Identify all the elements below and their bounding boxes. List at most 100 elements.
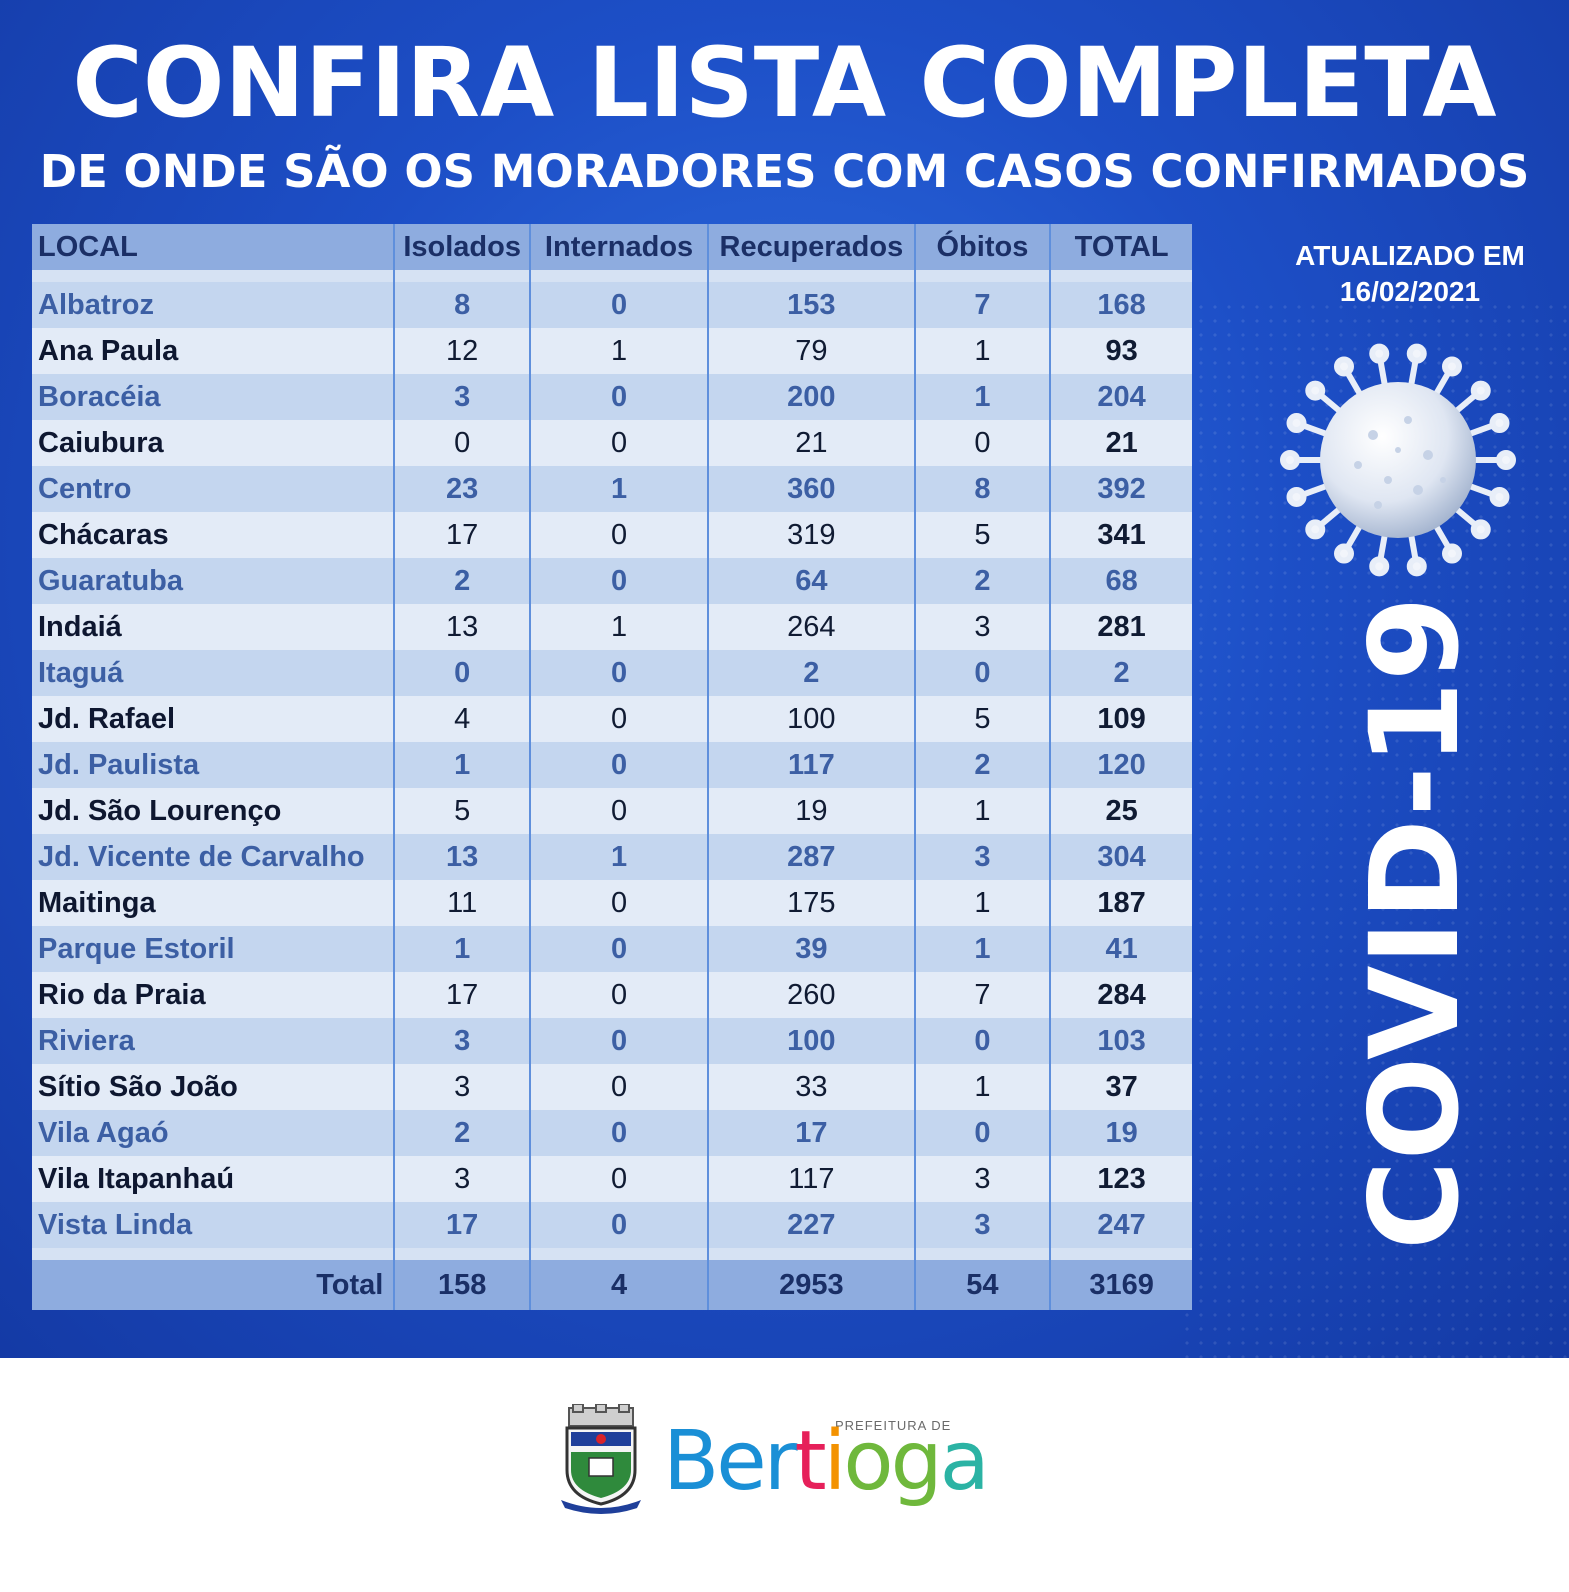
- cell-value: 0: [528, 512, 709, 558]
- update-value: 16/02/2021: [1339, 276, 1481, 307]
- cell-total: 68: [1049, 558, 1192, 604]
- cell-value: 21: [707, 420, 915, 466]
- table-row: Jd. Vicente de Carvalho 13 1 287 3 304: [32, 834, 1192, 880]
- cell-total: 187: [1049, 880, 1192, 926]
- cell-value: 3: [393, 374, 530, 420]
- total-value: 3169: [1049, 1260, 1192, 1310]
- cell-value: 3: [913, 1156, 1051, 1202]
- cell-value: 3: [913, 604, 1051, 650]
- cell-value: 100: [707, 696, 915, 742]
- cell-local: Centro: [32, 466, 395, 512]
- update-label: ATUALIZADO EM: [1295, 240, 1525, 271]
- cell-total: 247: [1049, 1202, 1192, 1248]
- column-header-obitos: Óbitos: [913, 224, 1051, 270]
- cell-local: Parque Estoril: [32, 926, 395, 972]
- cell-value: 175: [707, 880, 915, 926]
- poster-background: CONFIRA LISTA COMPLETA DE ONDE SÃO OS MO…: [0, 0, 1569, 1358]
- cell-total: 2: [1049, 650, 1192, 696]
- cell-value: 260: [707, 972, 915, 1018]
- cell-value: 1: [393, 926, 530, 972]
- cell-value: 0: [528, 282, 709, 328]
- cell-value: 8: [393, 282, 530, 328]
- total-value: 2953: [707, 1260, 915, 1310]
- cell-value: 12: [393, 328, 530, 374]
- cell-value: 17: [393, 972, 530, 1018]
- cell-value: 17: [393, 512, 530, 558]
- cell-total: 109: [1049, 696, 1192, 742]
- cell-value: 0: [528, 1202, 709, 1248]
- cell-local: Caiubura: [32, 420, 395, 466]
- table-row: Caiubura 0 0 21 0 21: [32, 420, 1192, 466]
- page-title: CONFIRA LISTA COMPLETA: [72, 27, 1497, 139]
- cell-value: 0: [913, 420, 1051, 466]
- cell-value: 0: [528, 742, 709, 788]
- table-row: Boracéia 3 0 200 1 204: [32, 374, 1192, 420]
- cell-value: 4: [393, 696, 530, 742]
- virus-icon: [1280, 343, 1516, 577]
- cell-value: 17: [707, 1110, 915, 1156]
- cell-value: 1: [913, 926, 1051, 972]
- table-row: Jd. Paulista 1 0 117 2 120: [32, 742, 1192, 788]
- cell-value: 13: [393, 604, 530, 650]
- cell-total: 304: [1049, 834, 1192, 880]
- cell-local: Vila Itapanhaú: [32, 1156, 395, 1202]
- cell-total: 204: [1049, 374, 1192, 420]
- cell-value: 5: [393, 788, 530, 834]
- table-row: Jd. Rafael 4 0 100 5 109: [32, 696, 1192, 742]
- cell-local: Albatroz: [32, 282, 395, 328]
- table-row: Itaguá 0 0 2 0 2: [32, 650, 1192, 696]
- cell-value: 0: [528, 1064, 709, 1110]
- cell-value: 1: [528, 834, 709, 880]
- table-row: Sítio São João 3 0 33 1 37: [32, 1064, 1192, 1110]
- cell-value: 5: [913, 696, 1051, 742]
- cell-value: 0: [913, 1110, 1051, 1156]
- cell-value: 2: [913, 558, 1051, 604]
- table-header-row: LOCAL Isolados Internados Recuperados Ób…: [32, 224, 1192, 270]
- table-total-row: Total 158 4 2953 54 3169: [32, 1260, 1192, 1310]
- total-value: 4: [528, 1260, 709, 1310]
- cell-total: 284: [1049, 972, 1192, 1018]
- cell-local: Jd. Rafael: [32, 696, 395, 742]
- cell-local: Itaguá: [32, 650, 395, 696]
- cell-value: 0: [528, 558, 709, 604]
- cell-total: 21: [1049, 420, 1192, 466]
- cell-total: 103: [1049, 1018, 1192, 1064]
- cell-value: 11: [393, 880, 530, 926]
- column-header-internados: Internados: [528, 224, 709, 270]
- cell-value: 0: [393, 650, 530, 696]
- update-date: ATUALIZADO EM 16/02/2021: [1290, 238, 1530, 310]
- cell-value: 360: [707, 466, 915, 512]
- cell-local: Riviera: [32, 1018, 395, 1064]
- column-header-recuperados: Recuperados: [707, 224, 915, 270]
- cell-value: 0: [528, 1110, 709, 1156]
- cell-local: Jd. Paulista: [32, 742, 395, 788]
- cell-value: 1: [913, 1064, 1051, 1110]
- cell-value: 23: [393, 466, 530, 512]
- cell-local: Vista Linda: [32, 1202, 395, 1248]
- cell-value: 2: [393, 558, 530, 604]
- total-label: Total: [32, 1260, 395, 1310]
- cell-value: 13: [393, 834, 530, 880]
- bertioga-logo: Bertioga: [663, 1414, 990, 1509]
- cell-local: Maitinga: [32, 880, 395, 926]
- column-header-local: LOCAL: [32, 224, 395, 270]
- cell-value: 1: [913, 880, 1051, 926]
- column-header-total: TOTAL: [1049, 224, 1192, 270]
- table-row: Ana Paula 12 1 79 1 93: [32, 328, 1192, 374]
- table-row: Guaratuba 2 0 64 2 68: [32, 558, 1192, 604]
- cell-value: 19: [707, 788, 915, 834]
- cell-local: Chácaras: [32, 512, 395, 558]
- cell-value: 0: [528, 1018, 709, 1064]
- cell-value: 0: [913, 650, 1051, 696]
- cell-total: 41: [1049, 926, 1192, 972]
- cell-value: 8: [913, 466, 1051, 512]
- cell-local: Jd. Vicente de Carvalho: [32, 834, 395, 880]
- cell-total: 392: [1049, 466, 1192, 512]
- cell-value: 1: [913, 328, 1051, 374]
- cell-value: 1: [393, 742, 530, 788]
- table-spacer: [32, 270, 1192, 282]
- covid-label: COVID-19: [1344, 596, 1486, 1250]
- cell-value: 1: [528, 328, 709, 374]
- cell-value: 3: [913, 834, 1051, 880]
- cell-value: 3: [393, 1064, 530, 1110]
